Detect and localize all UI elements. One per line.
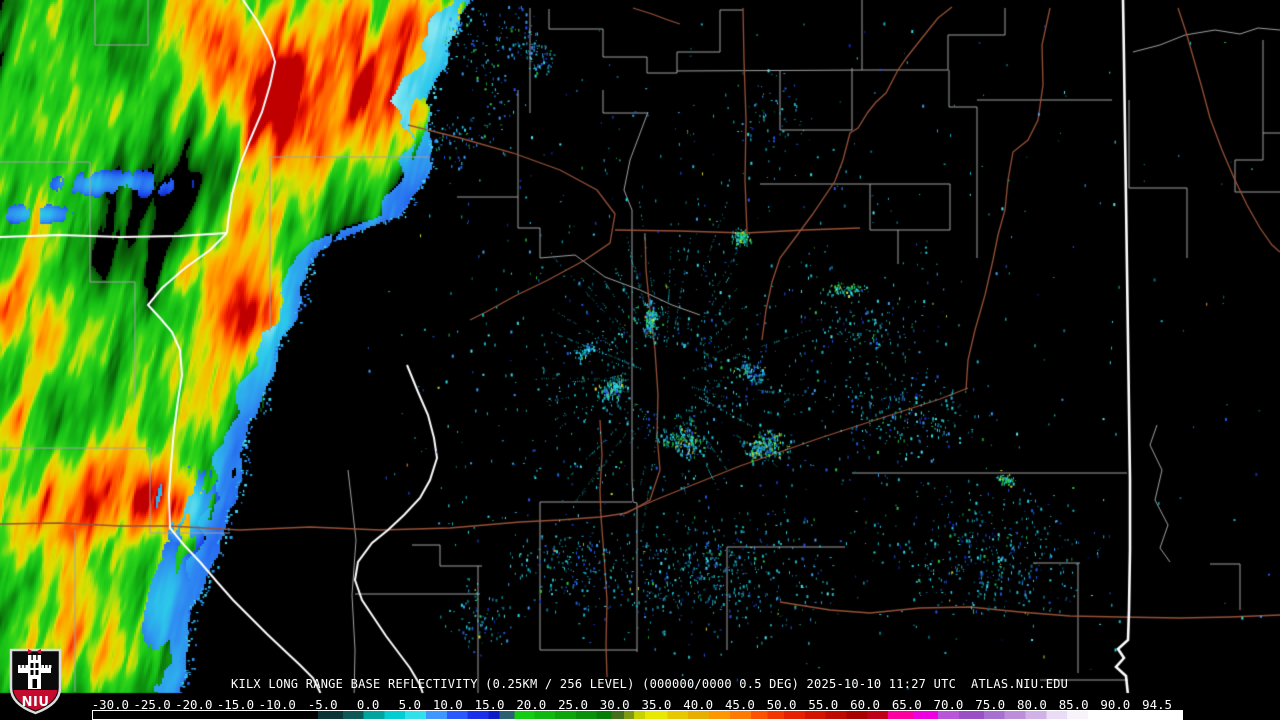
colorbar-tick-label: 90.0 [1100, 697, 1131, 712]
colorbar-tick-label: 85.0 [1058, 697, 1089, 712]
colorbar-tick-label: 25.0 [558, 697, 588, 712]
colorbar-tick-label: 94.5 [1142, 697, 1172, 712]
colorbar-tick-label: 40.0 [683, 697, 714, 712]
colorbar-tick-label: 60.0 [850, 697, 880, 712]
colorbar-tick-label: 0.0 [356, 697, 380, 712]
colorbar-tick-label: 5.0 [398, 697, 422, 712]
colorbar-tick-label: -10.0 [258, 697, 296, 712]
niu-red-band [13, 690, 58, 711]
colorbar-tick-label: 30.0 [599, 697, 630, 712]
colorbar-tick-label: 55.0 [808, 697, 839, 712]
colorbar-tick-label: 80.0 [1016, 697, 1047, 712]
colorbar-tick-label: 10.0 [432, 697, 463, 712]
colorbar-tick-label: -20.0 [175, 697, 213, 712]
niu-logo: NIU [9, 648, 62, 715]
colorbar-tick-label: -25.0 [133, 697, 171, 712]
colorbar-tick-label: -5.0 [307, 697, 338, 712]
castle-windows [30, 663, 39, 688]
colorbar [92, 710, 1183, 720]
colorbar-tick-label: 75.0 [975, 697, 1006, 712]
castle-flags [28, 649, 41, 654]
colorbar-tick-label: -15.0 [216, 697, 255, 712]
niu-logo-text: NIU [22, 695, 50, 710]
colorbar-tick-label: 20.0 [516, 697, 547, 712]
colorbar-tick-label: 35.0 [641, 697, 672, 712]
colorbar-tick-label: 15.0 [474, 697, 505, 712]
colorbar-tick-label: 45.0 [724, 697, 755, 712]
colorbar-tick-label: 50.0 [766, 697, 797, 712]
colorbar-tick-label: -30.0 [91, 697, 129, 712]
colorbar-tick-label: 65.0 [891, 697, 922, 712]
radar-caption: KILX LONG RANGE BASE REFLECTIVITY (0.25K… [231, 677, 1069, 691]
colorbar-tick-label: 70.0 [933, 697, 964, 712]
